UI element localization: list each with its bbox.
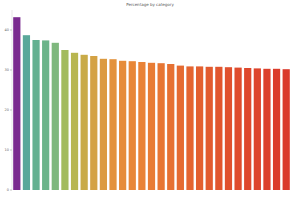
bar [225, 67, 232, 190]
y-tick-label: 0 [7, 188, 9, 192]
bar [119, 61, 126, 190]
bar [167, 64, 174, 190]
bar [215, 67, 222, 190]
y-tick [10, 70, 12, 71]
bar [158, 63, 165, 190]
bar [186, 66, 193, 190]
y-tick-label: 20 [5, 108, 9, 112]
bar [196, 66, 203, 190]
y-tick [10, 110, 12, 111]
y-tick-label: 40 [5, 28, 9, 32]
y-tick [10, 190, 12, 191]
bar [109, 59, 116, 190]
bar [71, 53, 78, 190]
bar [42, 40, 49, 190]
title: Percentage by category [126, 2, 174, 7]
chart-svg: Percentage by category 0 10 20 30 40 [0, 0, 300, 200]
bar [148, 63, 155, 190]
bar [234, 68, 241, 190]
bar [61, 50, 68, 190]
bars [13, 17, 290, 190]
bar [273, 69, 280, 190]
bar [254, 68, 261, 190]
y-tick-label: 30 [5, 68, 9, 72]
bar [129, 61, 136, 190]
bar [13, 17, 20, 190]
bar [100, 59, 107, 190]
bar [90, 56, 97, 190]
bar [177, 66, 184, 190]
chart: Percentage by category 0 10 20 30 40 [0, 0, 300, 200]
bar [263, 69, 270, 190]
bar [138, 62, 145, 190]
y-axis [12, 10, 13, 190]
bar [32, 40, 39, 190]
y-tick [10, 150, 12, 151]
bar [23, 35, 30, 190]
y-tick [10, 30, 12, 31]
bar [283, 69, 290, 190]
y-tick-label: 10 [5, 148, 9, 152]
bar [244, 68, 251, 190]
bar [81, 55, 88, 190]
bar [206, 67, 213, 190]
bar [52, 43, 59, 190]
